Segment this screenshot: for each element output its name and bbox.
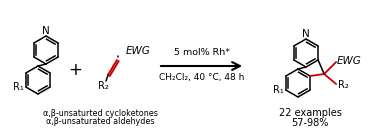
Text: N: N <box>302 29 310 39</box>
Text: R₂: R₂ <box>338 80 349 90</box>
Text: R₁: R₁ <box>13 82 24 92</box>
Text: 5 mol% Rh*: 5 mol% Rh* <box>174 48 229 57</box>
Text: α,β-unsaturted cycloketones: α,β-unsaturted cycloketones <box>43 108 158 117</box>
Text: R₂: R₂ <box>98 81 108 91</box>
Text: R₁: R₁ <box>273 85 284 95</box>
Text: α,β-unsaturated aldehydes: α,β-unsaturated aldehydes <box>46 117 154 127</box>
Text: EWG: EWG <box>126 46 151 56</box>
Text: CH₂Cl₂, 40 °C, 48 h: CH₂Cl₂, 40 °C, 48 h <box>159 73 244 82</box>
Text: EWG: EWG <box>337 56 362 66</box>
Text: +: + <box>68 61 82 79</box>
Text: N: N <box>42 26 50 36</box>
Text: 57-98%: 57-98% <box>291 118 329 128</box>
Text: 22 examples: 22 examples <box>279 108 341 118</box>
